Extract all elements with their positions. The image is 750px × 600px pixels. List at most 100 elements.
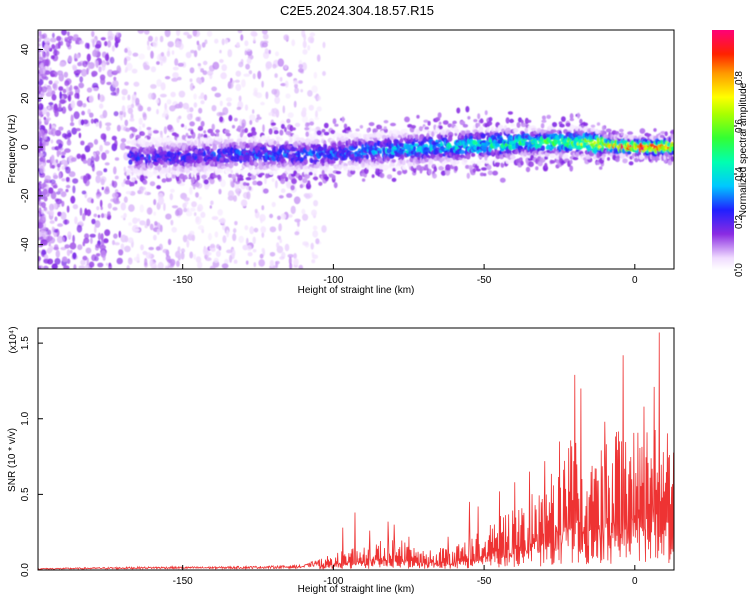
heatmap-cell <box>301 62 307 71</box>
heatmap-cell <box>206 30 213 37</box>
heatmap-cell <box>120 138 127 143</box>
heatmap-cell <box>54 216 58 222</box>
heatmap-cell <box>541 115 546 120</box>
heatmap-cell <box>121 88 128 96</box>
heatmap-cell <box>217 174 221 180</box>
heatmap-cell <box>42 213 46 221</box>
heatmap-cell <box>77 62 82 67</box>
heatmap-cell <box>204 39 208 45</box>
heatmap-cell <box>100 206 103 210</box>
heatmap-cell <box>660 131 666 135</box>
heatmap-cell <box>163 202 166 212</box>
heatmap-cell <box>525 166 531 173</box>
heatmap-cell <box>189 82 194 91</box>
heatmap-cell <box>160 52 165 57</box>
heatmap-cell <box>137 172 142 177</box>
heatmap-cell <box>268 49 271 55</box>
heatmap-cell <box>427 120 431 126</box>
colorbar-tick-label: 0.8 <box>734 71 745 85</box>
heatmap-cell <box>324 176 329 180</box>
heatmap-cell <box>126 140 131 144</box>
heatmap-cell <box>39 147 44 151</box>
heatmap-cell <box>146 218 151 227</box>
heatmap-cell <box>550 129 557 134</box>
heatmap-cell <box>428 168 432 175</box>
y-tick-label: 0.5 <box>20 487 31 501</box>
heatmap-cell <box>298 264 303 269</box>
heatmap-cell <box>412 166 417 174</box>
snr-x-axis-label: Height of straight line (km) <box>298 584 415 595</box>
heatmap-cell <box>91 70 98 77</box>
heatmap-cell <box>273 130 279 135</box>
heatmap-cell <box>196 174 200 181</box>
heatmap-cell <box>58 126 64 131</box>
heatmap-cell <box>127 50 132 56</box>
heatmap-cell <box>222 235 227 244</box>
heatmap-cell <box>161 173 165 178</box>
heatmap-cell <box>287 153 292 160</box>
heatmap-cell <box>309 32 316 37</box>
heatmap-cell <box>124 145 131 149</box>
heatmap-cell <box>350 169 356 175</box>
heatmap-cell <box>230 169 234 174</box>
heatmap-cell <box>468 164 474 171</box>
heatmap-cell <box>379 169 384 173</box>
heatmap-cell <box>60 246 67 251</box>
x-tick-label: -100 <box>323 576 343 587</box>
heatmap-cell <box>541 119 547 123</box>
heatmap-cell <box>95 253 101 257</box>
heatmap-cell <box>181 134 186 140</box>
heatmap-cell <box>466 130 471 134</box>
heatmap-cell <box>141 131 145 136</box>
heatmap-cell <box>670 129 674 134</box>
heatmap-cell <box>150 66 157 73</box>
heatmap-cell <box>313 139 320 143</box>
heatmap-cell <box>75 128 81 132</box>
heatmap-cell <box>481 160 486 163</box>
heatmap-cell <box>139 220 146 226</box>
heatmap-cell <box>279 238 283 244</box>
heatmap-cell <box>262 188 269 194</box>
heatmap-cell <box>195 116 200 122</box>
heatmap-cell <box>590 124 596 128</box>
heatmap-cell <box>310 159 314 164</box>
heatmap-cell <box>63 265 70 269</box>
heatmap-cell <box>316 54 321 62</box>
heatmap-cell <box>465 106 470 113</box>
heatmap-cell <box>256 180 263 186</box>
heatmap-cell <box>97 214 101 218</box>
heatmap-cell <box>546 130 551 135</box>
heatmap-cell <box>38 152 44 157</box>
heatmap-cell <box>101 152 107 161</box>
heatmap-cell <box>224 129 230 134</box>
heatmap-cell <box>64 148 71 153</box>
heatmap-cell <box>459 149 465 155</box>
heatmap-cell <box>315 238 320 245</box>
heatmap-cell <box>189 107 194 113</box>
heatmap-cell <box>284 80 289 88</box>
heatmap-cell <box>210 243 216 249</box>
heatmap-cell <box>149 181 156 187</box>
heatmap-cell <box>67 55 73 63</box>
heatmap-cell <box>55 198 63 205</box>
heatmap-cell <box>211 123 215 131</box>
heatmap-cell <box>233 228 237 234</box>
heatmap-cell <box>107 40 112 48</box>
heatmap-cell <box>488 117 493 122</box>
heatmap-cell <box>88 95 94 103</box>
heatmap-cell <box>72 234 75 244</box>
heatmap-cell <box>423 119 429 123</box>
heatmap-cell <box>407 161 413 167</box>
heatmap-cell <box>164 161 168 169</box>
heatmap-cell <box>60 191 67 198</box>
heatmap-cell <box>198 125 204 130</box>
colorbar-tick-label: 0.0 <box>734 263 745 277</box>
heatmap-cell <box>227 81 234 89</box>
heatmap-cell <box>549 153 556 159</box>
heatmap-cell <box>304 127 310 131</box>
heatmap-cell <box>620 132 624 136</box>
colorbar-gradient <box>712 30 734 270</box>
heatmap-cell <box>343 163 348 167</box>
heatmap-cell <box>572 156 579 161</box>
heatmap-cell <box>68 171 76 178</box>
